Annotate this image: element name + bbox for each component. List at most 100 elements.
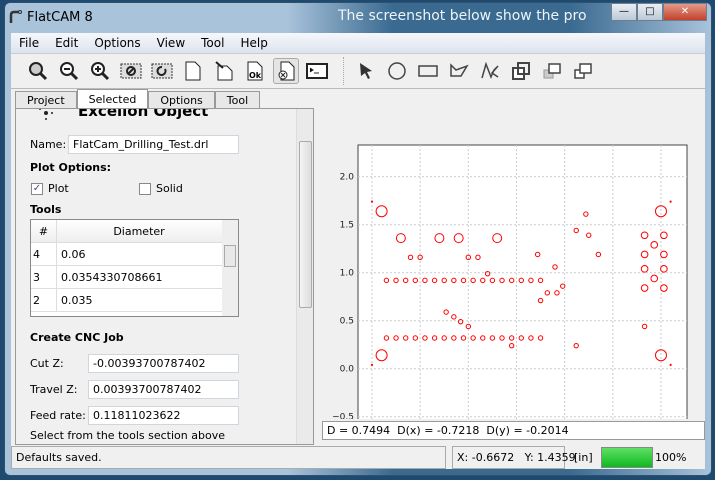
drill-hole bbox=[457, 318, 464, 325]
drill-hole bbox=[489, 277, 496, 284]
y-tick-label: −0.5 bbox=[332, 413, 354, 419]
drill-hole bbox=[470, 335, 476, 341]
name-input[interactable]: FlatCam_Drilling_Test.drl bbox=[68, 135, 239, 154]
zoom-fit-button[interactable] bbox=[25, 58, 51, 84]
scrollbar-thumb[interactable] bbox=[299, 141, 312, 308]
plot-canvas[interactable]: 0.00.51.01.52.02.53.0−0.50.00.51.01.52.0 bbox=[322, 109, 705, 438]
minimize-button[interactable]: — bbox=[611, 3, 637, 21]
delete-button[interactable] bbox=[273, 58, 299, 84]
progress-fill bbox=[602, 448, 652, 467]
close-button[interactable]: ✕ bbox=[663, 3, 707, 21]
clear-plot-button[interactable] bbox=[118, 58, 144, 84]
drill-hole bbox=[465, 323, 472, 330]
drill-plot[interactable]: 0.00.51.01.52.02.53.0−0.50.00.51.01.52.0 bbox=[322, 109, 705, 438]
drill-hole bbox=[393, 277, 399, 284]
drill-hole bbox=[654, 205, 667, 218]
drill-hole bbox=[560, 283, 566, 289]
tab-selected[interactable]: Selected bbox=[76, 89, 149, 109]
drill-hole bbox=[383, 335, 390, 341]
tools-table: # Diameter 4 0.06 3 0.0354330708661 2 0.035 bbox=[30, 219, 239, 317]
create-cnc-label: Create CNC Job bbox=[30, 331, 124, 344]
subtract-icon bbox=[574, 63, 592, 79]
drill-hole bbox=[441, 335, 447, 341]
feed-rate-input[interactable]: 0.11811023622 bbox=[88, 406, 239, 425]
table-row[interactable]: 4 0.06 bbox=[31, 243, 238, 266]
drill-hole bbox=[586, 232, 592, 238]
path-tool-button[interactable] bbox=[477, 58, 503, 84]
shell-icon bbox=[306, 63, 328, 79]
save-button[interactable]: Ok bbox=[242, 58, 268, 84]
menu-view[interactable]: View bbox=[156, 36, 186, 50]
replot-icon bbox=[151, 63, 173, 79]
solid-checkbox[interactable] bbox=[139, 183, 151, 195]
menu-tool[interactable]: Tool bbox=[201, 36, 225, 50]
drill-hole bbox=[654, 349, 667, 362]
drill-hole bbox=[528, 277, 534, 284]
menu-file[interactable]: File bbox=[19, 36, 40, 50]
zoom-out-button[interactable] bbox=[56, 58, 82, 84]
drill-hole bbox=[460, 277, 467, 284]
tab-project[interactable]: Project bbox=[15, 91, 77, 109]
replot-button[interactable] bbox=[149, 58, 175, 84]
drill-hole bbox=[451, 335, 457, 341]
drill-hole bbox=[640, 265, 649, 273]
drill-hole bbox=[641, 323, 648, 330]
subtract-button[interactable] bbox=[570, 58, 596, 84]
drill-hole bbox=[660, 284, 668, 292]
tab-tool[interactable]: Tool bbox=[214, 91, 261, 109]
open-file-icon bbox=[215, 61, 233, 81]
menu-options[interactable]: Options bbox=[94, 36, 141, 50]
tools-table-header: # Diameter bbox=[31, 220, 238, 243]
maximize-button[interactable]: □ bbox=[637, 3, 663, 21]
drill-hole bbox=[640, 250, 649, 259]
tab-options[interactable]: Options bbox=[148, 91, 215, 109]
drill-hole bbox=[554, 290, 560, 296]
table-row[interactable]: 2 0.035 bbox=[31, 289, 238, 312]
tool-number: 4 bbox=[31, 243, 57, 265]
travel-z-label: Travel Z: bbox=[30, 383, 78, 396]
drill-hole bbox=[465, 254, 472, 261]
y-tick-label: 2.0 bbox=[340, 173, 355, 183]
polygon-tool-button[interactable] bbox=[446, 58, 472, 84]
progress-label: 100% bbox=[655, 451, 687, 464]
toolbar: Ok bbox=[11, 53, 705, 89]
zoom-in-icon bbox=[91, 62, 110, 81]
drill-hole bbox=[640, 231, 649, 240]
tool-diameter: 0.0354330708661 bbox=[61, 271, 163, 284]
clear-plot-icon bbox=[120, 63, 142, 79]
menu-edit[interactable]: Edit bbox=[55, 36, 79, 50]
drill-hole bbox=[537, 277, 544, 284]
column-header-number[interactable]: # bbox=[31, 220, 57, 242]
drill-hole bbox=[370, 363, 374, 366]
drill-hole bbox=[552, 264, 558, 270]
table-row[interactable]: 3 0.0354330708661 bbox=[31, 266, 238, 289]
new-project-button[interactable] bbox=[180, 58, 206, 84]
select-tool-button[interactable] bbox=[353, 58, 379, 84]
intersection-button[interactable] bbox=[539, 58, 565, 84]
y-tick-label: 0.5 bbox=[340, 317, 354, 327]
circle-tool-button[interactable] bbox=[384, 58, 410, 84]
plot-checkbox[interactable]: ✓ bbox=[31, 183, 43, 195]
tools-table-scrollbar[interactable] bbox=[222, 220, 238, 316]
drill-hole bbox=[451, 314, 457, 320]
shell-button[interactable] bbox=[304, 58, 330, 84]
rectangle-tool-button[interactable] bbox=[415, 58, 441, 84]
panel-scrollbar[interactable] bbox=[296, 109, 313, 444]
solid-label: Solid bbox=[156, 182, 183, 195]
drill-hole bbox=[417, 254, 423, 261]
drill-hole bbox=[431, 277, 438, 284]
travel-z-input[interactable]: 0.00393700787402 bbox=[88, 380, 239, 399]
object-heading: Excellon Object bbox=[78, 108, 209, 120]
drill-hole bbox=[660, 250, 668, 259]
menu-help[interactable]: Help bbox=[240, 36, 268, 50]
drill-hole bbox=[484, 270, 491, 277]
column-header-diameter[interactable]: Diameter bbox=[113, 225, 165, 238]
flatcam-logo-icon bbox=[9, 10, 22, 23]
drill-hole bbox=[460, 335, 467, 341]
zoom-in-button[interactable] bbox=[87, 58, 113, 84]
drill-hole bbox=[480, 277, 486, 284]
union-button[interactable] bbox=[508, 58, 534, 84]
path-icon bbox=[481, 62, 499, 79]
cut-z-input[interactable]: -0.00393700787402 bbox=[88, 354, 239, 373]
open-file-button[interactable] bbox=[211, 58, 237, 84]
